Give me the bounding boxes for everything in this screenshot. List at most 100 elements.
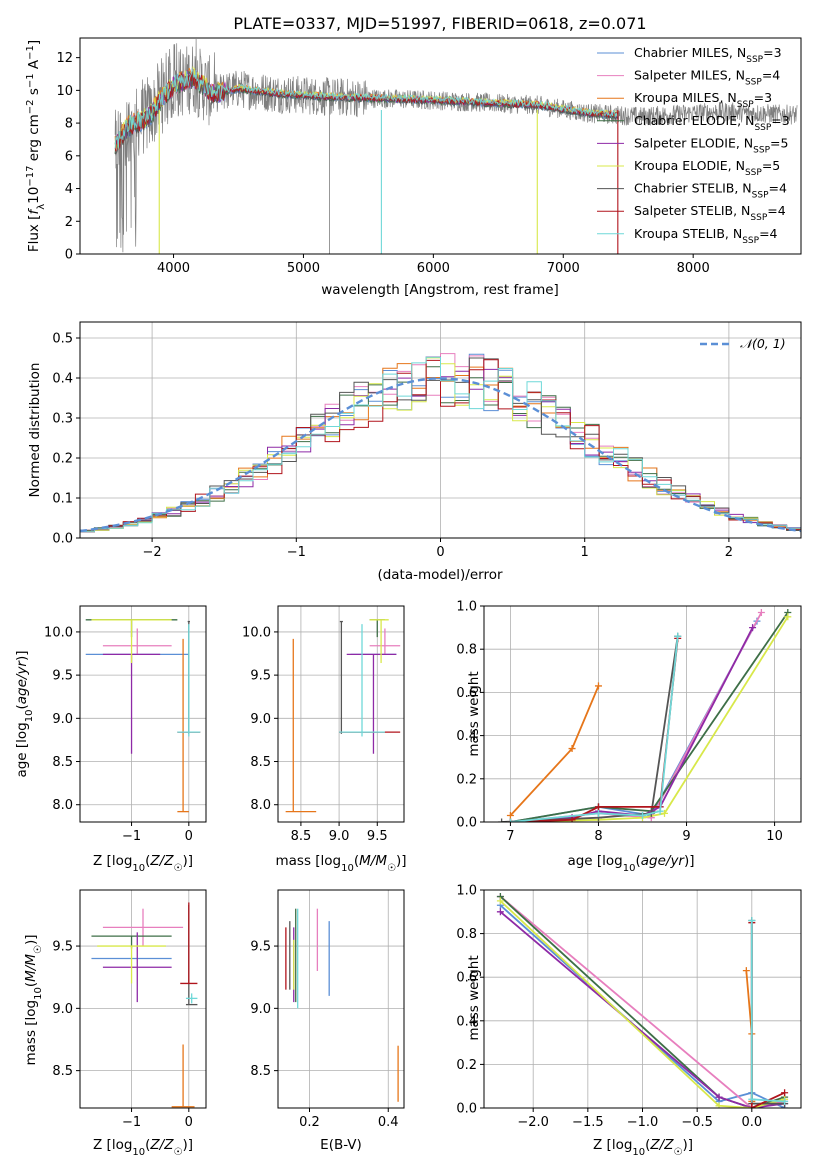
y-tick-label: 8 (65, 117, 73, 132)
label-part: Z/Z (149, 853, 174, 869)
normal-curve (80, 377, 801, 533)
x-tick-label: 1 (581, 545, 589, 560)
y-tick-label: 0.6 (456, 971, 477, 986)
label-part: s (26, 88, 42, 99)
y-tick-label: 0.2 (456, 1058, 477, 1073)
y-tick-label: 6 (65, 149, 73, 164)
weight-marker (781, 1097, 789, 1105)
y-tick-label: 0.6 (456, 686, 477, 701)
x-axis-label: age [log10(age/yr)] (567, 853, 694, 874)
y-tick-label: 2 (65, 215, 73, 230)
legend-entry: 𝒩(0, 1) (740, 336, 786, 351)
legend-text: Kroupa ELODIE, N (634, 158, 745, 173)
label-part: ☉ (673, 1147, 682, 1158)
weight-marker (748, 1104, 756, 1108)
label-part: )] (14, 650, 30, 661)
weight-series-line (510, 636, 679, 822)
legend-subscript: SSP (754, 123, 771, 133)
label-part: 10 (132, 863, 145, 874)
label-part: erg cm (26, 114, 42, 165)
label-part: ] (26, 40, 42, 45)
x-tick-label: 9.0 (329, 829, 350, 844)
weight-series-line (510, 627, 754, 822)
legend-text: Chabrier STELIB, N (634, 181, 752, 196)
y-tick-label: 0.0 (456, 816, 477, 831)
y-axis-label: Normed distribution (27, 363, 43, 498)
x-tick-label: −1 (287, 545, 306, 560)
legend-suffix: =3 (763, 45, 781, 60)
legend-text: Salpeter STELIB, N (634, 203, 750, 218)
label-part: Flux [ (26, 215, 42, 253)
axes-frame (79, 889, 207, 1109)
y-tick-label: 9.5 (52, 669, 73, 684)
legend-suffix: =3 (771, 113, 789, 128)
x-tick-label: 4000 (157, 261, 190, 276)
y-tick-label: 8.5 (250, 1064, 271, 1079)
axes-frame (79, 605, 207, 823)
y-tick-label: 0.2 (52, 452, 73, 467)
weight-series-line (510, 616, 789, 822)
weight-series-line (510, 638, 679, 822)
label-part: mass [log (275, 853, 341, 869)
y-axis-label: mass weight (466, 671, 482, 756)
weight-marker (784, 613, 792, 621)
weight-marker (594, 809, 602, 817)
legend-suffix: =4 (759, 226, 777, 241)
x-axis-label: wavelength [Angstrom, rest frame] (321, 282, 559, 298)
plot-area (285, 908, 399, 1102)
y-tick-label: 0.3 (52, 412, 73, 427)
label-part: age [log (567, 853, 622, 869)
weight-series-line (750, 920, 785, 1103)
y-tick-label: 0.8 (456, 643, 477, 658)
label-part: M/M (23, 954, 39, 982)
x-tick-label: 8 (594, 829, 602, 844)
weight-marker (496, 897, 504, 905)
y-tick-label: 0.8 (456, 927, 477, 942)
label-part: ( (23, 982, 39, 987)
label-part: ☉ (173, 863, 182, 874)
model-spectrum-line (114, 68, 619, 149)
legend-subscript: SSP (752, 191, 769, 201)
label-part: ☉ (387, 863, 396, 874)
weight-marker (661, 809, 669, 817)
y-tick-label: 9.0 (250, 712, 271, 727)
legend-entry: Kroupa MILES, NSSP=3 (634, 90, 772, 110)
label-part: ( (354, 853, 359, 869)
label-part: )] (396, 853, 407, 869)
label-part: 10 (33, 987, 44, 1000)
legend-suffix: =3 (754, 90, 772, 105)
x-tick-label: −1 (122, 1115, 141, 1130)
x-tick-label: 0 (185, 829, 193, 844)
weight-marker (742, 967, 750, 975)
y-tick-label: 0.1 (52, 492, 73, 507)
y-tick-label: 9.0 (52, 1002, 73, 1017)
legend-entry: Kroupa ELODIE, NSSP=5 (634, 158, 780, 178)
legend-entry: Chabrier ELODIE, NSSP=3 (634, 113, 790, 133)
label-part: 10 (132, 1147, 145, 1158)
x-axis-label: Z [log10(Z/Z☉)] (593, 1137, 693, 1158)
label-part: Z [log (93, 1137, 132, 1153)
x-axis-label: E(B-V) (320, 1137, 362, 1153)
label-part: 10 (632, 1147, 645, 1158)
label-part: )] (682, 1137, 693, 1153)
label-part: 10 (623, 863, 636, 874)
x-tick-label: 9.5 (367, 829, 388, 844)
y-tick-label: 0.0 (52, 532, 73, 547)
y-tick-label: 10.0 (44, 625, 73, 640)
weight-marker (568, 745, 576, 753)
x-tick-label: 8000 (677, 261, 710, 276)
weight-series-line (510, 611, 789, 822)
weight-marker (498, 818, 506, 822)
y-tick-label: 9.0 (250, 1002, 271, 1017)
x-axis-label: (data-model)/error (377, 567, 503, 583)
label-part: ☉ (173, 1147, 182, 1158)
weight-marker (594, 682, 602, 690)
axes-frame (483, 605, 802, 823)
y-tick-label: 0.4 (456, 1014, 477, 1029)
weight-marker (715, 1093, 723, 1101)
age-vs-mass-panel: 8.5 9.0 9.5 8.0 8.5 9.0 9.5 10.0 mass [log10(M/M… (242, 605, 407, 874)
label-part: )] (182, 853, 193, 869)
y-tick-label: 10 (56, 84, 73, 99)
weight-marker (496, 908, 504, 916)
